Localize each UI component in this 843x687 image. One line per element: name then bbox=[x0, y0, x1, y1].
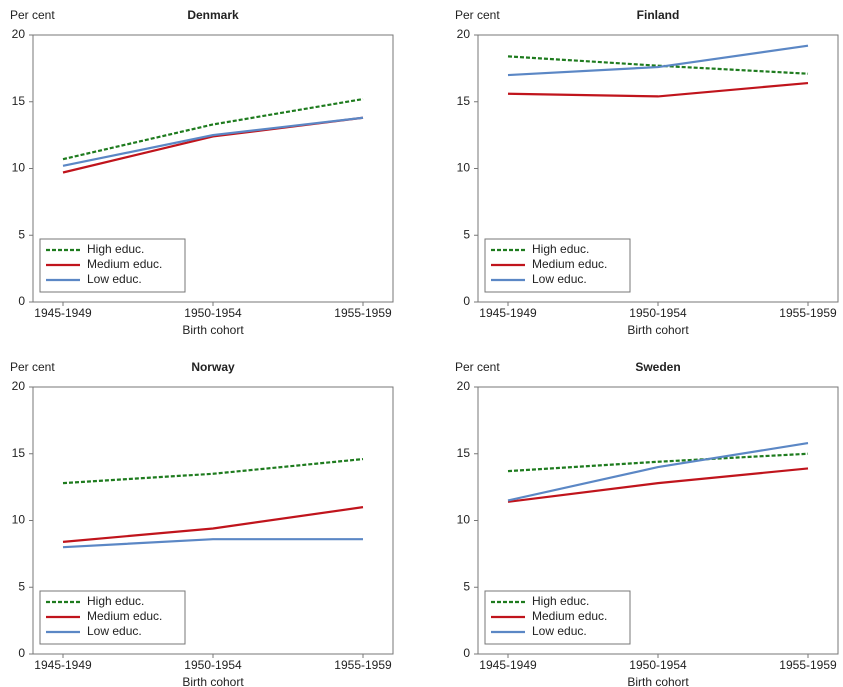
legend-label: Medium educ. bbox=[532, 257, 607, 271]
series-line bbox=[507, 81, 809, 98]
y-tick-label: 5 bbox=[463, 227, 470, 241]
legend-label: Medium educ. bbox=[87, 257, 162, 271]
y-axis-label: Per cent bbox=[10, 360, 55, 374]
x-tick-label: 1955-1959 bbox=[779, 306, 837, 320]
y-tick-label: 0 bbox=[18, 294, 25, 308]
x-axis-label: Birth cohort bbox=[182, 675, 244, 687]
series-line bbox=[62, 116, 364, 167]
y-tick-label: 10 bbox=[457, 513, 471, 527]
x-tick-label: 1950-1954 bbox=[629, 658, 687, 672]
legend-label: High educ. bbox=[87, 242, 144, 256]
x-tick-label: 1945-1949 bbox=[479, 306, 537, 320]
y-axis-label: Per cent bbox=[10, 8, 55, 22]
series-line bbox=[62, 97, 364, 161]
y-tick-label: 20 bbox=[12, 27, 26, 41]
series-line bbox=[507, 44, 809, 77]
series-line bbox=[62, 506, 364, 543]
x-tick-label: 1945-1949 bbox=[34, 306, 92, 320]
y-tick-label: 15 bbox=[12, 446, 26, 460]
y-tick-label: 20 bbox=[12, 379, 26, 393]
series-line bbox=[62, 538, 363, 549]
series-line bbox=[507, 452, 809, 473]
x-tick-label: 1950-1954 bbox=[629, 306, 687, 320]
series-line bbox=[62, 457, 364, 485]
y-tick-label: 0 bbox=[463, 294, 470, 308]
panel-title: Norway bbox=[191, 360, 235, 374]
y-tick-label: 5 bbox=[463, 579, 470, 593]
series-line bbox=[507, 467, 809, 503]
y-axis-label: Per cent bbox=[455, 8, 500, 22]
y-tick-label: 15 bbox=[457, 446, 471, 460]
x-tick-label: 1950-1954 bbox=[184, 658, 242, 672]
panel-title: Denmark bbox=[187, 8, 239, 22]
x-axis-label: Birth cohort bbox=[182, 323, 244, 337]
legend-label: Low educ. bbox=[532, 272, 587, 286]
series-line bbox=[62, 116, 364, 174]
y-tick-label: 15 bbox=[12, 94, 26, 108]
x-tick-label: 1950-1954 bbox=[184, 306, 242, 320]
y-axis-label: Per cent bbox=[455, 360, 500, 374]
y-tick-label: 5 bbox=[18, 579, 25, 593]
x-tick-label: 1945-1949 bbox=[479, 658, 537, 672]
y-tick-label: 20 bbox=[457, 379, 471, 393]
legend-label: High educ. bbox=[532, 594, 589, 608]
legend-box bbox=[39, 238, 186, 293]
x-tick-label: 1955-1959 bbox=[334, 658, 392, 672]
legend-label: High educ. bbox=[532, 242, 589, 256]
y-tick-label: 20 bbox=[457, 27, 471, 41]
y-tick-label: 10 bbox=[12, 161, 26, 175]
legend-label: Low educ. bbox=[532, 624, 587, 638]
panel-title: Sweden bbox=[635, 360, 680, 374]
x-axis-label: Birth cohort bbox=[627, 323, 689, 337]
y-tick-label: 15 bbox=[457, 94, 471, 108]
legend-label: Medium educ. bbox=[87, 609, 162, 623]
y-tick-label: 5 bbox=[18, 227, 25, 241]
series-line bbox=[507, 55, 809, 75]
x-tick-label: 1945-1949 bbox=[34, 658, 92, 672]
legend-label: Low educ. bbox=[87, 272, 142, 286]
y-tick-label: 0 bbox=[18, 646, 25, 660]
legend-label: Low educ. bbox=[87, 624, 142, 638]
x-axis-label: Birth cohort bbox=[627, 675, 689, 687]
legend-label: Medium educ. bbox=[532, 609, 607, 623]
y-tick-label: 10 bbox=[12, 513, 26, 527]
legend-label: High educ. bbox=[87, 594, 144, 608]
y-tick-label: 10 bbox=[457, 161, 471, 175]
y-tick-label: 0 bbox=[463, 646, 470, 660]
series-line bbox=[507, 441, 809, 502]
panel-title: Finland bbox=[637, 8, 680, 22]
x-tick-label: 1955-1959 bbox=[334, 306, 392, 320]
x-tick-label: 1955-1959 bbox=[779, 658, 837, 672]
